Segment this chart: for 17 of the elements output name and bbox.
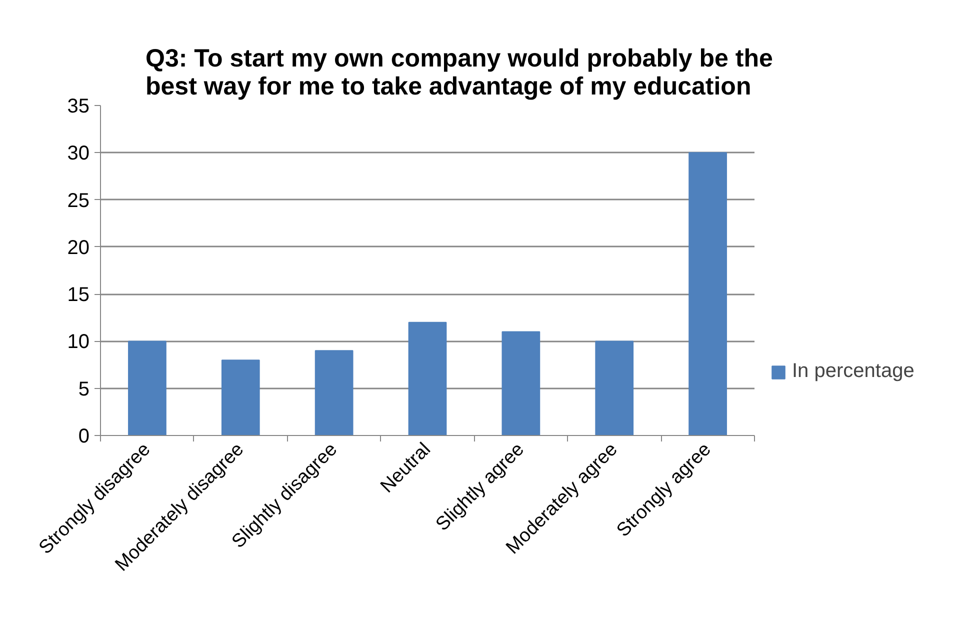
y-tick-label: 0: [78, 426, 90, 448]
y-tick-label: 35: [67, 96, 90, 118]
bar: [502, 331, 540, 436]
legend-label: In percentage: [792, 360, 914, 383]
bar: [408, 322, 447, 436]
y-tick-label: 25: [67, 190, 90, 212]
bar: [128, 340, 166, 436]
y-tick-label: 10: [67, 331, 90, 354]
y-tick-label: 20: [67, 236, 90, 259]
y-tick-label: 5: [78, 378, 90, 400]
y-tick-label: 30: [67, 142, 90, 165]
bar: [595, 340, 634, 436]
chart-title: Q3: To start my own company would probably be the best way for me to take advantage of my education: [146, 44, 773, 100]
bar: [221, 360, 260, 436]
y-tick-label: 15: [67, 284, 90, 306]
bar: [688, 152, 727, 436]
bar: [314, 350, 354, 436]
